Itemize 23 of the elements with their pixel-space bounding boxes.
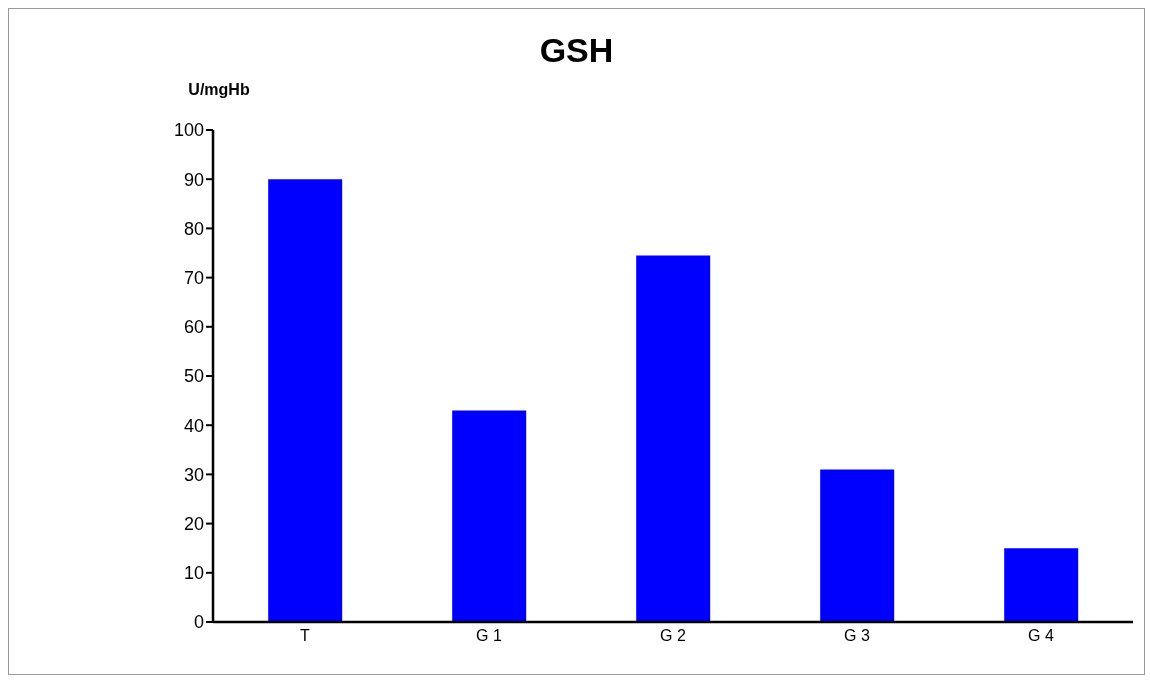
- x-tick-label: G 2: [660, 627, 686, 645]
- y-tick-label: 50: [183, 366, 204, 387]
- y-tick-label: 60: [183, 317, 204, 338]
- y-tick-label: 20: [183, 513, 204, 534]
- bar: [452, 410, 527, 622]
- y-tick-label: 80: [183, 218, 204, 239]
- x-tick-label: G 4: [1028, 627, 1054, 645]
- x-tick-label: G 3: [844, 627, 870, 645]
- bar: [820, 469, 895, 622]
- y-tick-label: 30: [183, 464, 204, 485]
- bar: [268, 179, 343, 622]
- y-axis-title: U/mgHb: [187, 81, 251, 99]
- y-tick-label: 100: [173, 120, 204, 141]
- y-tick-label: 70: [183, 267, 204, 288]
- x-tick-label: G 1: [476, 627, 502, 645]
- y-tick-label: 90: [183, 169, 204, 190]
- bar: [1004, 548, 1079, 622]
- chart-title: GSH: [538, 31, 615, 70]
- y-tick-label: 10: [183, 563, 204, 584]
- x-tick-label: T: [300, 627, 311, 645]
- y-tick-label: 40: [183, 415, 204, 436]
- y-tick-label: 0: [193, 612, 204, 633]
- bar: [636, 255, 711, 622]
